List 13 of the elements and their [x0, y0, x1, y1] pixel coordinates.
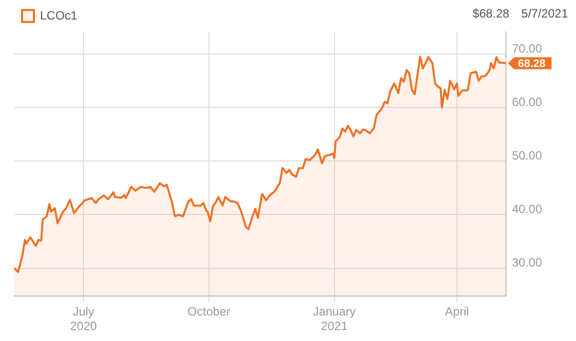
legend-label: LCOc1: [40, 8, 78, 22]
text: $68.28: [472, 6, 510, 20]
x-tick-label: January 2021: [312, 304, 356, 334]
y-tick-label: 60.00: [512, 94, 542, 109]
x-tick-label: October: [188, 304, 230, 319]
y-tick-label: 30.00: [512, 256, 542, 270]
x-tick-label: July 2020: [70, 304, 98, 334]
y-tick-label: 70.00: [512, 41, 542, 56]
y-tick-label: 40.00: [512, 202, 542, 216]
text: 5/7/2021: [521, 6, 568, 20]
y-tick-label: 50.00: [512, 148, 542, 162]
annotation: 68.28: [518, 58, 546, 70]
x-tick-label: April: [444, 304, 469, 319]
